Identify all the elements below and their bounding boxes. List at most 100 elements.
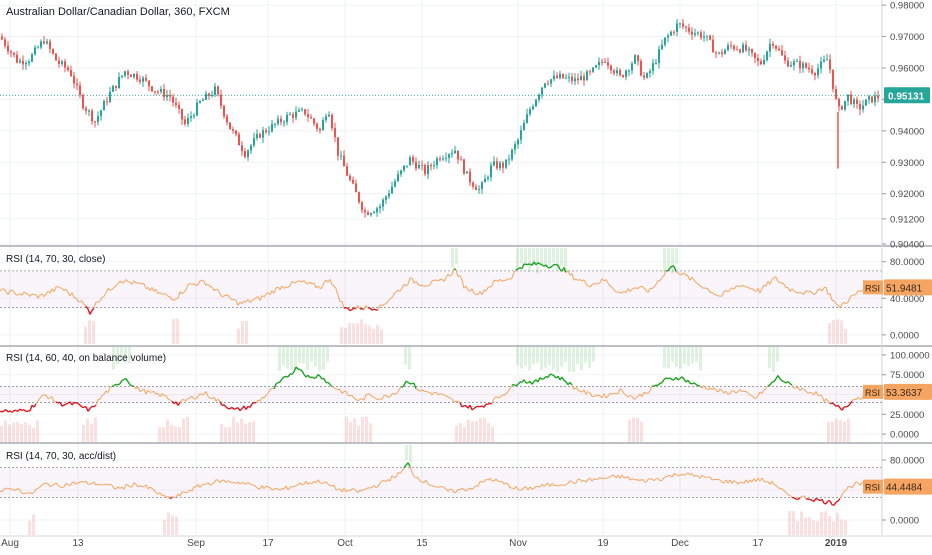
rsi-line-segment: [196, 285, 198, 286]
candle-body: [313, 119, 315, 124]
main-chart-title: Australian Dollar/Canadian Dollar, 360, …: [6, 6, 230, 18]
rsi-line-segment: [432, 486, 434, 487]
candle-body: [340, 156, 342, 157]
rsi-axis-label: 0.0000: [890, 330, 919, 341]
candle-body: [76, 84, 78, 86]
candle-body: [124, 71, 126, 75]
overbought-shade: [318, 347, 321, 371]
oversold-shade: [344, 328, 347, 344]
candle-body: [169, 95, 171, 97]
candle-body: [43, 41, 45, 43]
candle-body: [109, 92, 111, 102]
candle-body: [862, 106, 864, 110]
overbought-shade: [314, 347, 317, 367]
candle-body: [559, 74, 561, 78]
overbought-shade: [560, 347, 563, 367]
candle-body: [181, 109, 183, 119]
oversold-shade: [832, 521, 835, 535]
candle-body: [244, 151, 246, 157]
oversold-shade: [28, 521, 31, 535]
rsi-line-segment: [488, 404, 490, 405]
candle-body: [175, 103, 177, 105]
overbought-shade: [663, 347, 666, 367]
candle-body: [646, 73, 648, 78]
candle-body: [427, 165, 429, 174]
candle-body: [643, 76, 645, 78]
candle-body: [214, 86, 216, 94]
oversold-shade: [483, 418, 486, 442]
candle-body: [415, 162, 417, 169]
candle-body: [619, 70, 621, 75]
oversold-shade: [84, 327, 87, 344]
rsi-line-segment: [560, 485, 562, 486]
oversold-shade: [836, 319, 839, 344]
overbought-shade: [683, 347, 686, 364]
rsi-line-segment: [104, 484, 106, 485]
rsi-line-segment: [284, 376, 286, 377]
candle-body: [868, 96, 870, 99]
oversold-shade: [369, 423, 372, 442]
oversold-shade: [241, 321, 244, 344]
overbought-shade: [290, 347, 293, 370]
rsi-line-segment: [780, 379, 782, 381]
overbought-shade: [691, 347, 694, 364]
rsi-line-segment: [498, 481, 500, 482]
rsi-line-segment: [90, 311, 92, 315]
candle-body: [172, 97, 174, 103]
candle-body: [310, 117, 312, 118]
candle-body: [40, 41, 42, 47]
candle-body: [523, 123, 525, 130]
grid-layer: [0, 0, 882, 535]
rsi-line-segment: [346, 308, 348, 309]
oversold-shade: [348, 323, 351, 344]
candle-body: [634, 55, 636, 63]
overbought-shade: [310, 347, 313, 362]
rsi-line-segment: [612, 393, 614, 394]
rsi-line-segment: [18, 409, 20, 411]
candle-body: [502, 163, 504, 168]
overbought-shade: [540, 248, 543, 264]
candle-body: [400, 170, 402, 174]
rsi-line-segment: [736, 286, 738, 287]
oversold-shade: [844, 329, 847, 344]
rsi-line-segment: [860, 399, 862, 400]
rsi-line-segment: [606, 478, 608, 479]
rsi-line-segment: [48, 398, 50, 399]
rsi-line-segment: [178, 402, 180, 405]
rsi-line-segment: [594, 283, 596, 284]
rsi-line-segment: [598, 283, 600, 284]
oversold-shade: [349, 422, 352, 442]
rsi-line-segment: [234, 409, 236, 410]
candle-body: [799, 61, 801, 68]
candle-body: [865, 99, 867, 105]
candle-body: [505, 160, 507, 168]
oversold-shade: [175, 517, 178, 535]
rsi-line-segment: [232, 407, 234, 409]
oversold-shade: [804, 518, 807, 535]
rsi-line-segment: [276, 383, 278, 385]
oversold-shade: [4, 420, 7, 442]
rsi-line-segment: [324, 379, 326, 383]
rsi-line-segment: [788, 382, 790, 384]
candle-body: [298, 110, 300, 112]
oversold-shade: [632, 417, 635, 442]
candle-body: [568, 77, 570, 78]
candle-body: [145, 78, 147, 81]
rsi-line-segment: [458, 489, 460, 490]
candle-body: [37, 47, 39, 48]
oversold-shade: [171, 516, 174, 535]
candle-body: [805, 63, 807, 67]
candle-body: [4, 39, 6, 45]
rsi-line-segment: [782, 381, 784, 382]
rsi-line-segment: [848, 404, 850, 406]
oversold-shade: [636, 418, 639, 442]
rsi-close-title: RSI (14, 70, 30, close): [6, 254, 106, 265]
rsi-name-label: RSI: [865, 388, 880, 398]
rsi-line-segment: [570, 382, 572, 385]
rsi-line-segment: [302, 371, 304, 375]
overbought-shade: [667, 347, 670, 368]
rsi-line-segment: [114, 488, 116, 489]
rsi-line-segment: [750, 395, 752, 396]
rsi-line-segment: [6, 410, 8, 412]
rsi-line-segment: [60, 288, 62, 289]
